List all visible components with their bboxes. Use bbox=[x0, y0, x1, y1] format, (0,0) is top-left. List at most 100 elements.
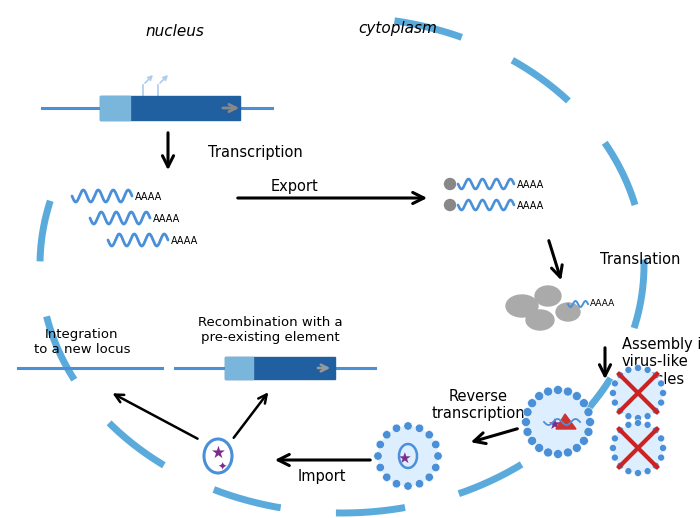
Circle shape bbox=[644, 413, 651, 420]
Circle shape bbox=[657, 435, 664, 442]
Circle shape bbox=[383, 430, 391, 439]
Circle shape bbox=[617, 427, 624, 434]
Circle shape bbox=[659, 390, 666, 396]
Circle shape bbox=[378, 426, 438, 486]
Circle shape bbox=[554, 450, 563, 458]
Circle shape bbox=[528, 436, 537, 445]
Bar bbox=[100, 96, 240, 120]
Circle shape bbox=[634, 414, 641, 422]
Circle shape bbox=[611, 380, 618, 387]
Circle shape bbox=[523, 427, 532, 436]
Ellipse shape bbox=[535, 286, 561, 306]
Text: ★: ★ bbox=[547, 416, 561, 431]
Circle shape bbox=[610, 444, 617, 452]
Circle shape bbox=[523, 408, 532, 416]
Bar bbox=[225, 357, 253, 379]
Circle shape bbox=[617, 372, 624, 379]
Circle shape bbox=[544, 387, 552, 396]
Circle shape bbox=[573, 392, 581, 400]
Circle shape bbox=[652, 427, 659, 434]
Circle shape bbox=[644, 422, 651, 428]
Circle shape bbox=[522, 418, 531, 426]
Circle shape bbox=[617, 407, 624, 414]
Circle shape bbox=[404, 422, 412, 430]
Circle shape bbox=[431, 463, 440, 472]
Polygon shape bbox=[556, 414, 576, 429]
Circle shape bbox=[425, 430, 433, 439]
Circle shape bbox=[610, 390, 617, 396]
Circle shape bbox=[444, 179, 456, 190]
Circle shape bbox=[376, 463, 384, 472]
Text: Export: Export bbox=[271, 180, 319, 194]
Text: AAAA: AAAA bbox=[517, 201, 545, 211]
Circle shape bbox=[644, 366, 651, 373]
Circle shape bbox=[625, 422, 632, 428]
Circle shape bbox=[580, 436, 589, 445]
Bar bbox=[225, 357, 335, 379]
Circle shape bbox=[564, 448, 573, 457]
Text: cytoplasm: cytoplasm bbox=[358, 21, 438, 36]
Circle shape bbox=[611, 454, 618, 461]
Circle shape bbox=[611, 435, 618, 442]
Circle shape bbox=[580, 399, 589, 408]
Text: AAAA: AAAA bbox=[153, 214, 181, 224]
Circle shape bbox=[374, 452, 382, 460]
Ellipse shape bbox=[506, 295, 538, 317]
Circle shape bbox=[634, 420, 641, 426]
Circle shape bbox=[652, 372, 659, 379]
Circle shape bbox=[564, 387, 573, 396]
Circle shape bbox=[652, 407, 659, 414]
Circle shape bbox=[392, 424, 400, 433]
Circle shape bbox=[613, 368, 663, 418]
Circle shape bbox=[617, 462, 624, 469]
Text: Assembly in
virus-like
particles: Assembly in virus-like particles bbox=[622, 337, 700, 387]
Text: Translation: Translation bbox=[600, 252, 680, 267]
Circle shape bbox=[625, 413, 632, 420]
Circle shape bbox=[573, 443, 581, 452]
Circle shape bbox=[657, 399, 664, 406]
Circle shape bbox=[644, 468, 651, 474]
Circle shape bbox=[425, 473, 433, 481]
Text: Integration
to a new locus: Integration to a new locus bbox=[34, 328, 130, 356]
Circle shape bbox=[415, 424, 424, 433]
Text: ★: ★ bbox=[397, 451, 411, 466]
Circle shape bbox=[584, 408, 593, 416]
Circle shape bbox=[431, 440, 440, 449]
Circle shape bbox=[392, 480, 400, 488]
Circle shape bbox=[657, 454, 664, 461]
Circle shape bbox=[613, 423, 663, 473]
Circle shape bbox=[585, 418, 594, 426]
Circle shape bbox=[535, 392, 544, 400]
Ellipse shape bbox=[526, 310, 554, 330]
Circle shape bbox=[659, 444, 666, 452]
Text: Recombination with a
pre-existing element: Recombination with a pre-existing elemen… bbox=[197, 316, 342, 344]
Circle shape bbox=[544, 448, 552, 457]
Circle shape bbox=[434, 452, 442, 460]
Text: AAAA: AAAA bbox=[517, 180, 545, 190]
Text: AAAA: AAAA bbox=[590, 299, 615, 309]
Circle shape bbox=[376, 440, 384, 449]
Circle shape bbox=[584, 427, 593, 436]
Circle shape bbox=[415, 480, 424, 488]
Circle shape bbox=[657, 380, 664, 387]
Ellipse shape bbox=[556, 303, 580, 321]
Bar bbox=[100, 96, 130, 120]
Circle shape bbox=[444, 199, 456, 210]
Text: nucleus: nucleus bbox=[146, 24, 204, 39]
Circle shape bbox=[554, 385, 563, 395]
Text: ✦: ✦ bbox=[217, 462, 227, 472]
Circle shape bbox=[634, 469, 641, 477]
Text: AAAA: AAAA bbox=[135, 192, 162, 202]
Circle shape bbox=[634, 365, 641, 371]
Circle shape bbox=[526, 390, 590, 454]
Circle shape bbox=[535, 443, 544, 452]
Text: Reverse
transcription: Reverse transcription bbox=[431, 389, 525, 421]
Circle shape bbox=[625, 366, 632, 373]
Circle shape bbox=[625, 468, 632, 474]
Circle shape bbox=[528, 399, 537, 408]
Text: Import: Import bbox=[298, 468, 346, 483]
Circle shape bbox=[652, 462, 659, 469]
Circle shape bbox=[404, 482, 412, 490]
Text: AAAA: AAAA bbox=[171, 236, 198, 246]
Text: ★: ★ bbox=[211, 444, 225, 462]
